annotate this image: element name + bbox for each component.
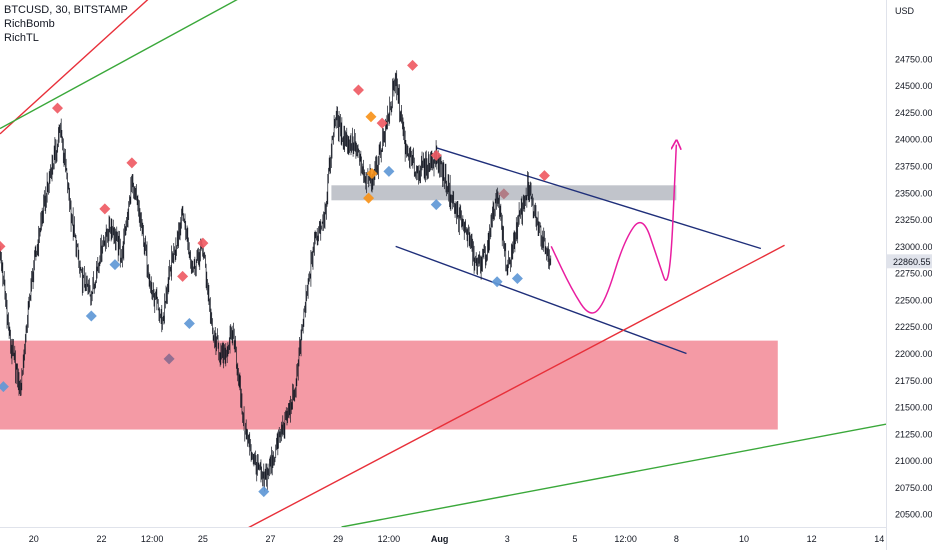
time-tick-label: 8 [674, 534, 679, 544]
forecast-path [550, 145, 676, 314]
plot-area[interactable] [0, 0, 886, 550]
time-tick-label: 12:00 [378, 534, 401, 544]
price-tick-label: 21750.00 [895, 376, 932, 386]
time-tick-label: 25 [198, 534, 208, 544]
price-series-layer [0, 70, 552, 492]
price-tick-label: 22000.00 [895, 349, 932, 359]
price-tick-label: 23500.00 [895, 188, 932, 198]
time-tick-label: 12:00 [614, 534, 637, 544]
price-tick-label: 24000.00 [895, 135, 932, 145]
signal-marker [99, 203, 111, 215]
last-price-label: 22860.55 [893, 257, 931, 267]
price-axis-unit: USD [895, 6, 915, 16]
zones-layer [0, 185, 778, 430]
support-zone [0, 340, 778, 430]
signal-marker [258, 486, 270, 498]
time-axis[interactable]: 20 22 12:00 25 27 29 12:00 Aug 3 5 12:00 8 10 12 14 [0, 527, 886, 545]
price-axis[interactable]: USD 20500.00 20750.00 21000.00 21250.00 21500… [886, 0, 932, 550]
price-tick-label: 24250.00 [895, 108, 932, 118]
time-tick-label: 12:00 [141, 534, 164, 544]
trendlines-layer [0, 0, 886, 527]
signal-markers-layer [0, 59, 550, 498]
legend-indicator-richbomb[interactable]: RichBomb [4, 18, 55, 30]
signal-marker [0, 240, 6, 252]
time-tick-label: 5 [572, 534, 577, 544]
price-tick-label: 20750.00 [895, 483, 932, 493]
time-tick-label: 20 [29, 534, 39, 544]
channel-lower [395, 245, 687, 355]
channel-upper [436, 147, 762, 250]
price-tick-label: 21250.00 [895, 429, 932, 439]
time-tick-label: 29 [333, 534, 343, 544]
price-tick-label: 24750.00 [895, 54, 932, 64]
legend-symbol[interactable]: BTCUSD, 30, BITSTAMP [4, 4, 128, 16]
signal-marker [376, 117, 388, 129]
red-rising-trendline [248, 244, 785, 527]
signal-marker [183, 317, 195, 329]
time-tick-label: 3 [505, 534, 510, 544]
price-tick-label: 20500.00 [895, 510, 932, 520]
price-tick-label: 24500.00 [895, 81, 932, 91]
price-tick-label: 21000.00 [895, 456, 932, 466]
time-tick-label: 12 [807, 534, 817, 544]
signal-marker [197, 237, 209, 249]
time-tick-label: 10 [739, 534, 749, 544]
signal-marker [109, 259, 121, 271]
signal-marker [511, 272, 523, 284]
signal-marker [383, 165, 395, 177]
price-tick-label: 21500.00 [895, 403, 932, 413]
time-tick-label: 22 [96, 534, 106, 544]
green-rising-trendline [341, 423, 886, 527]
price-tick-label: 22750.00 [895, 269, 932, 279]
price-tick-label: 23750.00 [895, 162, 932, 172]
chart-legend: BTCUSD, 30, BITSTAMP RichBomb RichTL [4, 3, 128, 45]
time-tick-label: 14 [874, 534, 884, 544]
signal-marker [85, 310, 97, 322]
signal-marker [51, 102, 63, 114]
last-price-tag [887, 254, 932, 269]
signal-marker [430, 149, 442, 161]
signal-marker [363, 192, 375, 204]
legend-indicator-richtl[interactable]: RichTL [4, 32, 39, 44]
price-tick-label: 22250.00 [895, 322, 932, 332]
green-trendline-outer [0, 0, 238, 130]
signal-marker [177, 270, 189, 282]
time-tick-label: Aug [431, 534, 449, 544]
signal-marker [366, 168, 378, 180]
time-tick-label: 27 [266, 534, 276, 544]
signal-marker [352, 84, 364, 96]
signal-marker [498, 188, 510, 200]
signal-marker [0, 381, 9, 393]
red-trendline-outer [0, 0, 149, 135]
signal-marker [365, 111, 377, 123]
forecast-layer [550, 145, 676, 314]
signal-marker [163, 353, 175, 365]
price-tick-label: 23000.00 [895, 242, 932, 252]
signal-marker [538, 170, 550, 182]
price-tick-label: 22500.00 [895, 295, 932, 305]
price-tick-label: 23250.00 [895, 215, 932, 225]
signal-marker [126, 157, 138, 169]
signal-marker [407, 59, 419, 71]
signal-marker [430, 199, 442, 211]
signal-marker [491, 276, 503, 288]
